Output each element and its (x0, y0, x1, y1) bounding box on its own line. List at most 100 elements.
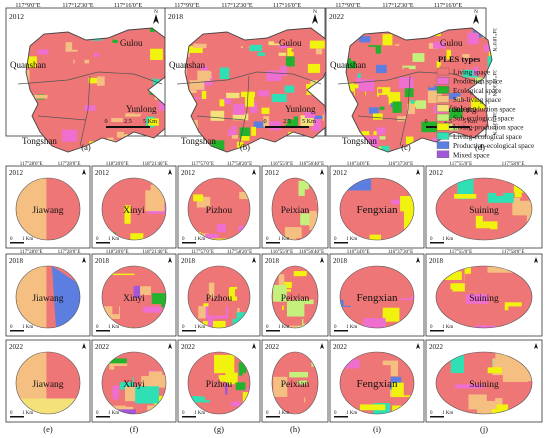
map-year: 2022 (429, 343, 444, 351)
land-patch (108, 124, 119, 135)
land-patch (210, 398, 228, 411)
land-patch (358, 79, 375, 92)
map-year: 2018 (265, 257, 280, 265)
scale-tick: 0 (430, 411, 433, 416)
land-patch (446, 49, 452, 60)
city-map-2018: 117°9'0"E117°12'30"E117°16'0"E34°18'0"N3… (164, 2, 337, 153)
land-patch (278, 274, 285, 287)
land-patch (148, 98, 162, 102)
scale-tick: 0 (10, 237, 13, 242)
lon-label: 117°9'0"E (15, 2, 40, 9)
land-patch (514, 187, 522, 198)
land-patch (145, 190, 165, 212)
county-boundary (101, 265, 167, 329)
land-patch (148, 130, 158, 141)
place-yunlong: Yunlong (126, 104, 157, 114)
land-patch (379, 106, 385, 110)
land-patch (33, 94, 48, 99)
land-patch (432, 119, 439, 123)
lon-label: 117°16'0"E (273, 2, 301, 9)
panel-label: (i) (373, 424, 381, 434)
land-patch (309, 210, 317, 231)
land-patch (311, 290, 318, 303)
scale-tick: 1 Km (346, 237, 357, 242)
lon-label: 117°57'0"E (191, 250, 214, 255)
county-name: Xinyi (123, 294, 145, 304)
land-patch (284, 195, 292, 206)
county-name: Jiawang (32, 380, 63, 390)
land-patch (110, 275, 135, 287)
county-boundary (271, 265, 319, 329)
land-patch (219, 67, 230, 80)
land-patch (111, 118, 123, 122)
land-patch (26, 69, 30, 83)
north-arrow-icon (82, 169, 86, 175)
lon-label: 116°34'0"E (347, 162, 370, 167)
place-gulou: Gulou (440, 38, 463, 48)
land-patch (116, 409, 136, 414)
map-year: 2022 (265, 343, 280, 351)
panel-label: (d) (475, 142, 485, 152)
place-yunlong: Yunlong (446, 104, 477, 114)
land-patch (366, 292, 382, 299)
land-patch (82, 140, 90, 151)
land-patch (396, 291, 412, 299)
map-year: 2022 (9, 343, 24, 351)
map-year: 2018 (168, 12, 183, 21)
county-boundary (339, 351, 415, 415)
land-patch (372, 113, 383, 120)
land-patch (112, 385, 120, 397)
land-patch (397, 116, 407, 122)
county-name: Pizhou (206, 294, 233, 304)
land-patch (473, 66, 479, 76)
district-line (37, 115, 87, 121)
land-patch (487, 192, 514, 203)
land-patch (376, 127, 386, 135)
county-name: Jiawang (32, 206, 63, 216)
land-patch (271, 93, 287, 103)
lon-label: 117°28'0"E (58, 162, 81, 167)
land-patch (363, 318, 386, 328)
north-arrow-icon (416, 169, 420, 175)
map-year: 2018 (181, 257, 196, 265)
district-line (17, 71, 163, 85)
land-patch (65, 148, 71, 152)
land-patch (300, 115, 314, 127)
legend-label: Sub-living space (453, 96, 501, 104)
scale-tick: 0 (10, 325, 13, 330)
land-patch (377, 87, 391, 97)
county-map-jiawang-2022: 2022 Jiawang 0 1 Km (5, 339, 91, 423)
land-patch (193, 43, 207, 49)
land-patch (197, 70, 211, 82)
land-patch (311, 119, 322, 131)
land-patch (287, 323, 299, 328)
legend-swatch (436, 67, 450, 76)
land-patch (317, 140, 331, 145)
land-patch (153, 395, 166, 405)
land-patch (126, 145, 138, 152)
lat-label: 34°18'0"N (491, 28, 498, 52)
land-patch (273, 376, 288, 397)
land-patch (487, 367, 502, 374)
county-map-xinyi-2012: 2012 Xinyi 118°20'0"E 118°21'40"E 0 1 Km (91, 162, 177, 249)
scale-tick: 2.5 (283, 118, 291, 125)
land-patch (192, 396, 212, 403)
land-patch (55, 138, 70, 150)
land-patch (419, 142, 427, 149)
land-mosaic (443, 266, 532, 328)
land-patch (134, 56, 142, 65)
land-patch (160, 387, 166, 394)
place-tongshan: Tongshan (342, 136, 377, 146)
county-boundary (15, 177, 81, 241)
scale-bar (96, 330, 110, 332)
land-patch (239, 127, 250, 138)
legend-title: PLES types (438, 54, 481, 64)
legend-swatch (436, 113, 450, 122)
land-patch (129, 69, 135, 79)
land-patch (520, 196, 532, 201)
land-patch (380, 281, 391, 293)
land-patch (230, 401, 241, 407)
north-arrow-icon (473, 14, 479, 24)
land-patch (44, 66, 59, 73)
land-patch (136, 32, 147, 40)
